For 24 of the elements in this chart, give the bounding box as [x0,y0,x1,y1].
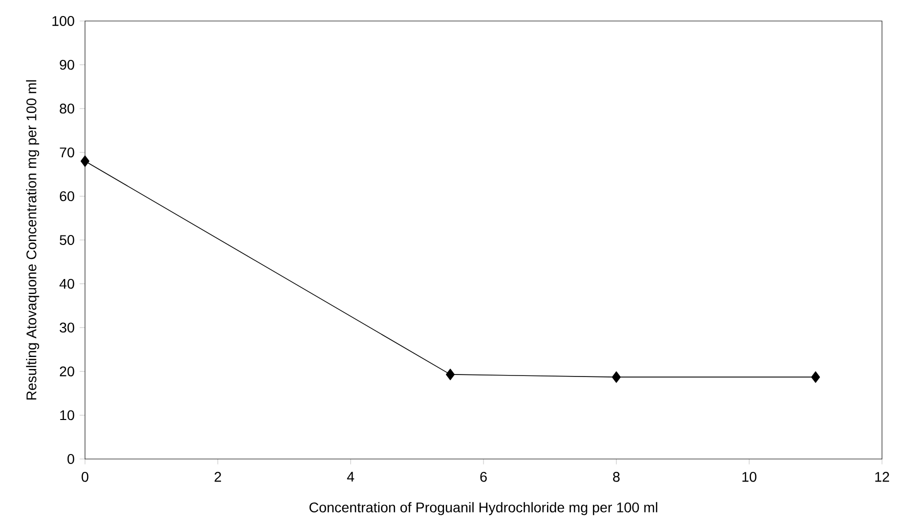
y-tick-label: 40 [59,278,74,289]
x-axis-title: Concentration of Proguanil Hydrochloride mg per 100 ml [310,502,658,516]
point [612,371,621,383]
y-tick-label: 60 [60,191,74,202]
y-tick-label: 90 [60,60,74,70]
x-tick-label: 2 [214,472,222,482]
point [80,155,90,167]
y-tick-label: 20 [60,366,74,376]
x-tick-label: 0 [82,472,88,482]
x-tick-label: 12 [875,472,890,482]
y-tick-label: 80 [60,104,74,114]
y-tick-label: 100 [52,16,74,26]
y-tick-label: 30 [60,322,74,333]
y-tick-label: 0 [68,454,74,464]
y-axis-title: Resulting Atovaquone Concentration mg per 100 ml [26,80,40,400]
y-tick-label: 70 [60,147,74,158]
y-tick-label: 10 [60,410,74,420]
point [811,371,820,383]
x-tick-label: 4 [347,472,354,482]
x-tick-label: 8 [613,472,620,482]
x-tick-label: 10 [742,472,756,482]
x-tick-label: 6 [480,472,487,482]
y-tick-label: 50 [60,235,74,245]
point [446,368,455,380]
